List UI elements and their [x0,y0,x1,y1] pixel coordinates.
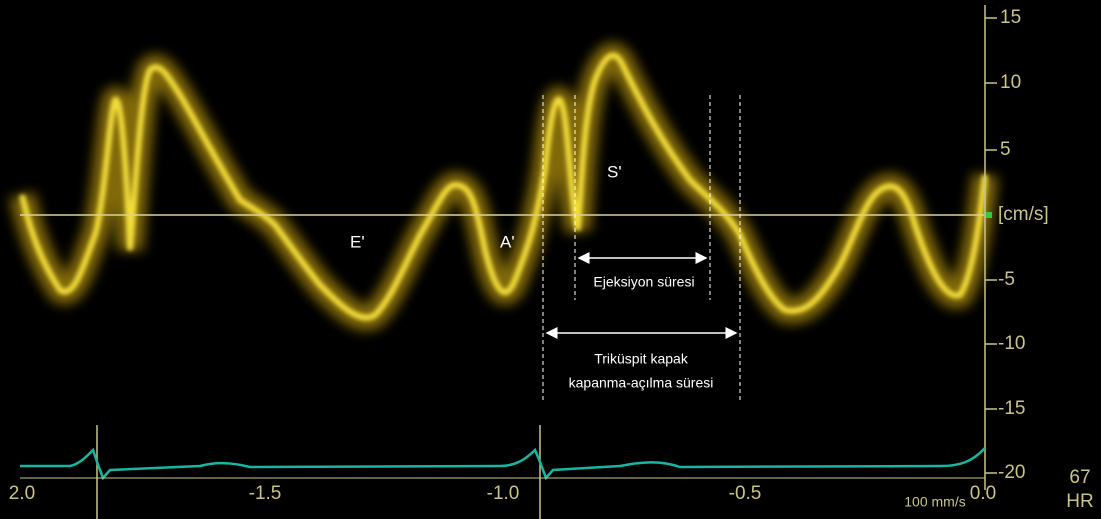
x-tick-label: -0.5 [729,483,762,504]
tricuspid-label: kapanma-açılma süresi [569,375,714,391]
sweep-speed: 100 mm/s [904,494,965,510]
s-wave-label: S' [607,162,622,181]
heart-rate-value: 67 [1069,467,1090,488]
heart-rate-label: HR [1066,491,1093,512]
a-wave-label: A' [500,232,515,251]
y-unit: [cm/s] [998,204,1049,225]
y-tick-label: 5 [1000,139,1011,160]
e-wave-label: E' [350,232,365,251]
y-tick-label: -20 [998,462,1025,483]
x-tick-label: 2.0 [9,483,35,504]
y-tick-label: -10 [998,333,1025,354]
ejection-label: Ejeksiyon süresi [593,274,694,290]
page: {"y_axis": {"ticks": ["15", "10", "5", "… [0,0,1101,519]
x-tick-label: -1.0 [487,483,520,504]
y-tick-label: 10 [1000,72,1021,93]
x-tick-label: 0.0 [970,483,996,504]
tricuspid-label: Triküspit kapak [594,351,689,367]
x-tick-label: -1.5 [249,483,282,504]
y-tick-label: -5 [998,269,1015,290]
y-tick-label: 15 [1000,7,1021,28]
doppler-screen: 15 10 5 [cm/s] -5 -10 -15 -20 E' A' S' E… [0,0,1101,519]
y-tick-label: -15 [998,398,1025,419]
